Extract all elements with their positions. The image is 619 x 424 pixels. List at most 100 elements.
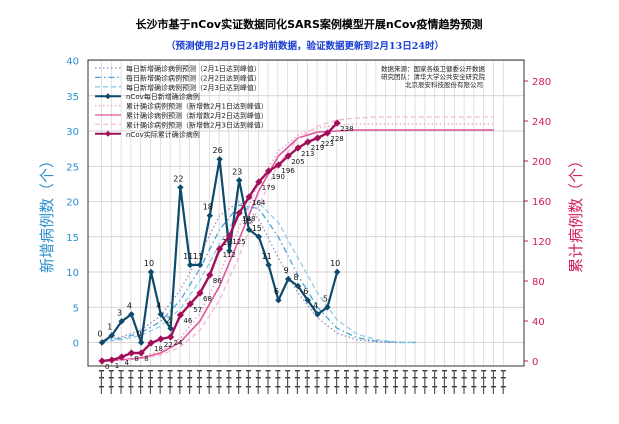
daily-point bbox=[236, 177, 243, 184]
daily-point bbox=[216, 156, 223, 163]
x-tick-label-stroke bbox=[179, 370, 181, 394]
legend-marker bbox=[105, 93, 111, 100]
daily-data-label: 5 bbox=[323, 294, 328, 303]
x-tick-label bbox=[500, 370, 506, 394]
y-left-tick-label: 35 bbox=[66, 92, 79, 103]
daily-data-label: 2 bbox=[166, 315, 171, 324]
x-tick-label bbox=[265, 370, 271, 394]
daily-data-label: 9 bbox=[284, 266, 289, 275]
x-tick-label bbox=[118, 370, 124, 394]
x-tick-label bbox=[197, 370, 202, 394]
y-left-tick-label: 15 bbox=[66, 233, 79, 244]
x-tick-label-stroke bbox=[385, 370, 387, 394]
cumulative-point bbox=[118, 353, 126, 361]
daily-data-label: 11 bbox=[262, 252, 272, 261]
y-axis-left-label: 新增病例数（个） bbox=[38, 153, 56, 273]
x-tick-label bbox=[128, 370, 134, 394]
daily-point bbox=[245, 226, 253, 233]
x-tick-label bbox=[432, 370, 438, 394]
legend-label: 每日新增确诊病例预测（2月2日达到峰值） bbox=[126, 73, 261, 82]
legend-entry: 累计确诊病例预测（新增数2月1日达到峰值） bbox=[95, 102, 268, 111]
x-tick-label bbox=[295, 370, 300, 394]
x-tick-label-stroke bbox=[375, 370, 377, 394]
prediction-line bbox=[101, 204, 416, 344]
prediction-line bbox=[101, 202, 416, 344]
x-tick-label bbox=[138, 370, 144, 394]
y-right-tick-label: 200 bbox=[532, 157, 551, 168]
cumulative-data-label: 205 bbox=[291, 158, 304, 166]
y-left-tick-label: 25 bbox=[66, 162, 79, 173]
cumulative-point bbox=[196, 289, 204, 297]
y-right-tick-label: 160 bbox=[532, 197, 551, 208]
x-tick-label bbox=[236, 370, 242, 394]
x-tick-label-stroke bbox=[345, 370, 347, 394]
y-left-tick-label: 0 bbox=[73, 339, 79, 350]
daily-data-label: 16 bbox=[242, 217, 252, 226]
cumulative-data-label: 57 bbox=[193, 306, 202, 314]
x-tick-label-stroke bbox=[443, 370, 445, 394]
x-tick-label bbox=[148, 370, 153, 394]
x-tick-label bbox=[373, 370, 379, 394]
daily-data-label: 10 bbox=[330, 259, 340, 268]
cumulative-point bbox=[147, 339, 155, 347]
daily-point bbox=[324, 304, 331, 311]
daily-point bbox=[275, 297, 282, 304]
x-tick-label-stroke bbox=[149, 370, 151, 394]
cumulative-point bbox=[245, 193, 253, 201]
source-note: 数据来源：国家各级卫健委公开数据 研究团队：清华大学公共安全研究院 北京辰安科技… bbox=[381, 64, 486, 89]
daily-data-label: 0 bbox=[97, 330, 102, 339]
cumulative-point bbox=[304, 138, 312, 146]
daily-point bbox=[108, 332, 115, 339]
x-tick-label bbox=[187, 370, 193, 394]
chart-title: 长沙市基于nCov实证数据同化SARS案例模型开展nCov疫情趋势预测 bbox=[135, 17, 482, 31]
x-tick-label-stroke bbox=[169, 370, 171, 394]
daily-data-label: 4 bbox=[313, 301, 318, 310]
cumulative-data-label: 24 bbox=[174, 339, 183, 347]
daily-data-label: 6 bbox=[274, 287, 279, 296]
x-tick-label-stroke bbox=[189, 370, 191, 394]
daily-data-label: 15 bbox=[252, 224, 262, 233]
cumulative-point bbox=[235, 209, 243, 217]
x-tick-label-stroke bbox=[453, 370, 455, 394]
daily-point bbox=[147, 268, 155, 276]
daily-data-label: 3 bbox=[117, 308, 122, 317]
x-tick-label bbox=[177, 370, 183, 394]
daily-point bbox=[314, 311, 321, 318]
x-tick-label-stroke bbox=[287, 370, 289, 394]
x-tick-label-stroke bbox=[140, 370, 142, 394]
cumulative-point bbox=[333, 119, 341, 127]
x-tick-label bbox=[226, 370, 232, 394]
cumulative-data-label: 8 bbox=[144, 355, 148, 363]
x-tick-label-stroke bbox=[228, 370, 230, 394]
x-tick-label bbox=[412, 370, 418, 394]
x-tick-label bbox=[255, 370, 261, 394]
prediction-line bbox=[101, 123, 494, 362]
x-tick-label-stroke bbox=[257, 370, 259, 394]
daily-point bbox=[226, 247, 233, 255]
cumulative-point bbox=[176, 311, 184, 319]
cumulative-data-label: 219 bbox=[311, 144, 324, 152]
daily-data-label: 11 bbox=[193, 252, 203, 261]
x-tick-label bbox=[402, 370, 408, 394]
cumulative-data-label: 238 bbox=[340, 125, 353, 133]
y-right-tick-label: 40 bbox=[532, 317, 545, 328]
source-line-1: 数据来源：国家各级卫健委公开数据 bbox=[381, 64, 486, 73]
legend-label: nCov每日新增确诊病例 bbox=[126, 92, 200, 101]
cumulative-point bbox=[255, 178, 263, 186]
cumulative-data-label: 68 bbox=[203, 295, 212, 303]
plot-frame bbox=[87, 59, 525, 367]
x-tick-label bbox=[393, 370, 398, 394]
daily-data-label: 11 bbox=[183, 252, 193, 261]
x-tick-label-stroke bbox=[296, 370, 298, 394]
legend-label: 累计确诊病例预测（新增数2月3日达到峰值） bbox=[126, 120, 268, 129]
source-line-3: 北京辰安科技股份有限公司 bbox=[405, 80, 483, 89]
cumulative-point bbox=[314, 134, 322, 142]
daily-data-label: 0 bbox=[137, 330, 142, 339]
daily-point bbox=[98, 339, 106, 346]
cumulative-data-label: 86 bbox=[213, 277, 222, 285]
cumulative-point bbox=[127, 349, 135, 357]
x-tick-label bbox=[481, 370, 487, 394]
source-line-2: 研究团队：清华大学公共安全研究院 bbox=[381, 72, 486, 81]
y-left-tick-label: 10 bbox=[66, 268, 79, 279]
